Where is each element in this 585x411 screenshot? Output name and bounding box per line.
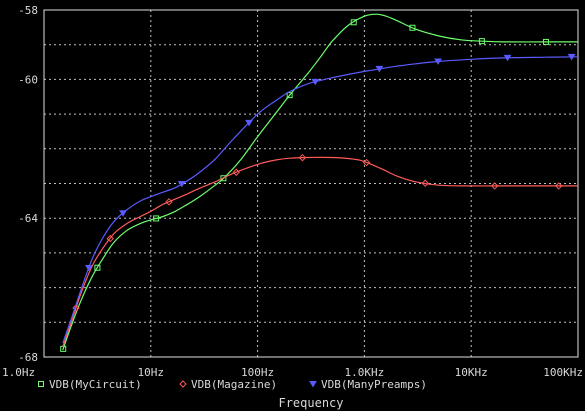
data-point-diamond-marker <box>298 153 307 162</box>
data-point-square-marker <box>94 264 101 271</box>
y-tick-label: -60 <box>18 73 38 86</box>
x-tick-label: 100Hz <box>241 366 274 379</box>
data-point-square-marker <box>542 38 549 45</box>
data-point-square-marker <box>409 24 416 31</box>
data-point-diamond-marker <box>555 182 563 190</box>
x-tick-label: 100KHz <box>543 366 583 379</box>
data-point-diamond-marker <box>72 304 80 312</box>
plot-frame <box>43 9 579 358</box>
series-2-line <box>62 56 579 344</box>
data-point-triangle-marker <box>375 65 384 73</box>
legend-item-label: VDB(MyCircuit) <box>49 378 142 391</box>
data-point-diamond-marker <box>179 380 187 388</box>
data-point-diamond-marker <box>232 168 240 176</box>
series-2-group <box>62 53 579 344</box>
data-point-diamond-marker <box>106 234 114 243</box>
data-point-triangle-marker <box>84 264 93 272</box>
y-tick-label: -68 <box>18 351 38 364</box>
y-tick-label: -64 <box>18 212 38 225</box>
x-axis-label: Frequency <box>278 396 343 410</box>
data-point-square-marker <box>350 19 357 26</box>
data-point-triangle-marker <box>309 381 317 388</box>
data-point-triangle-marker <box>567 53 576 61</box>
series-0-line <box>62 13 578 351</box>
data-point-diamond-marker <box>362 158 371 167</box>
y-tick-label: -58 <box>18 4 38 17</box>
x-tick-label: 10KHz <box>455 366 488 379</box>
x-tick-label: 1.0KHz <box>345 366 385 379</box>
grid-lines <box>44 10 578 357</box>
data-point-square-marker <box>38 381 44 387</box>
series-1-group <box>62 153 578 347</box>
data-point-triangle-marker <box>503 54 512 62</box>
data-point-triangle-marker <box>177 180 186 188</box>
series-curves <box>60 13 579 352</box>
data-point-square-marker <box>286 92 293 99</box>
data-point-square-marker <box>478 38 485 45</box>
data-point-triangle-marker <box>311 78 320 86</box>
legend: VDB(MyCircuit) VDB(Magazine) VDB(ManyPream… <box>38 378 427 391</box>
data-point-triangle-marker <box>245 119 253 127</box>
data-point-diamond-marker <box>421 179 429 187</box>
series-0-group <box>60 13 578 352</box>
data-point-diamond-marker <box>490 182 499 190</box>
data-point-triangle-marker <box>119 210 127 217</box>
data-point-square-marker <box>220 175 227 182</box>
x-tick-label: 1.0Hz <box>2 366 35 379</box>
legend-item-label: VDB(Magazine) <box>191 378 277 391</box>
data-point-diamond-marker <box>165 198 173 206</box>
data-point-square-marker <box>153 215 160 222</box>
data-point-triangle-marker <box>434 58 442 65</box>
legend-item-label: VDB(ManyPreamps) <box>321 378 427 391</box>
x-tick-label: 10Hz <box>138 366 165 379</box>
y-tick-labels: -58 -60 -64 -68 <box>18 4 38 364</box>
x-tick-labels: 1.0Hz 10Hz 100Hz 1.0KHz 10KHz 100KHz <box>2 366 583 379</box>
